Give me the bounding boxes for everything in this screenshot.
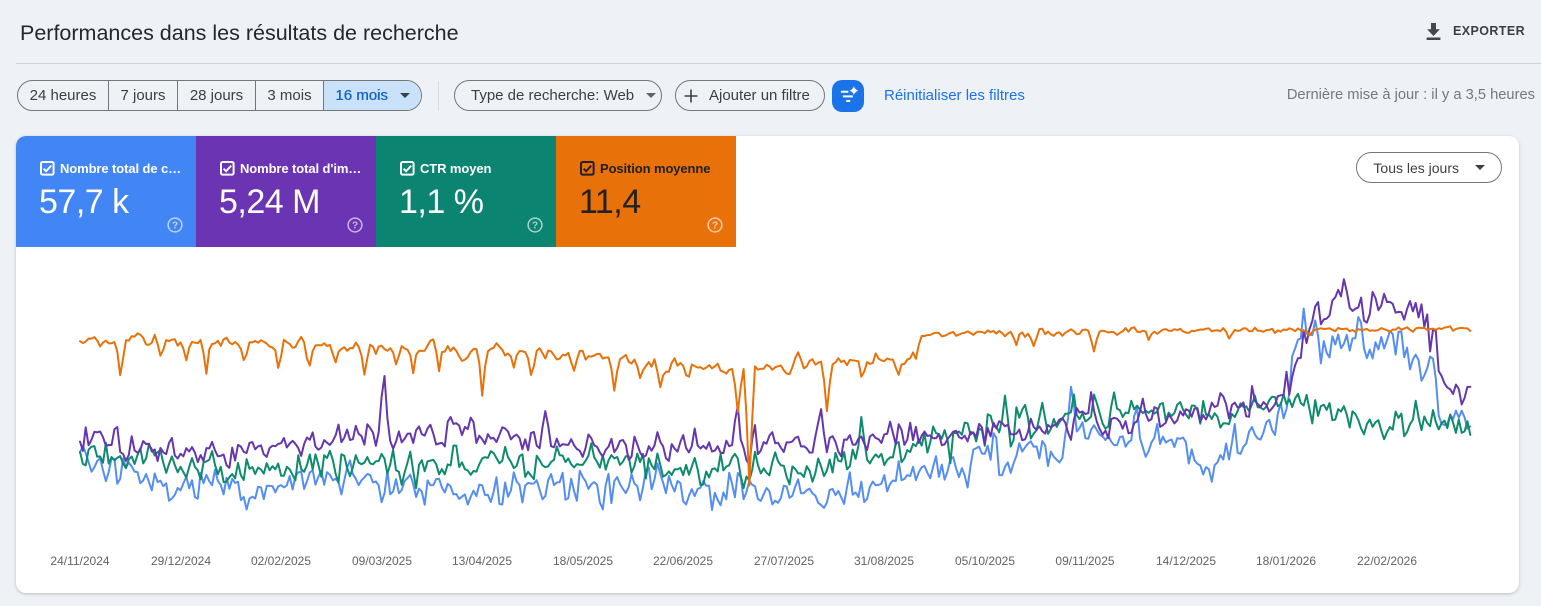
svg-text:13/04/2025: 13/04/2025 xyxy=(452,554,512,568)
svg-text:31/08/2025: 31/08/2025 xyxy=(854,554,914,568)
svg-text:?: ? xyxy=(352,221,358,232)
svg-text:?: ? xyxy=(532,221,538,232)
svg-text:05/10/2025: 05/10/2025 xyxy=(955,554,1015,568)
svg-text:27/07/2025: 27/07/2025 xyxy=(754,554,814,568)
svg-text:18/05/2025: 18/05/2025 xyxy=(553,554,613,568)
svg-text:14/12/2025: 14/12/2025 xyxy=(1156,554,1216,568)
svg-text:18/01/2026: 18/01/2026 xyxy=(1256,554,1316,568)
svg-text:02/02/2025: 02/02/2025 xyxy=(251,554,311,568)
svg-text:?: ? xyxy=(172,221,178,232)
svg-text:09/03/2025: 09/03/2025 xyxy=(352,554,412,568)
svg-text:22/06/2025: 22/06/2025 xyxy=(653,554,713,568)
svg-text:09/11/2025: 09/11/2025 xyxy=(1055,554,1114,568)
svg-text:?: ? xyxy=(712,221,718,232)
svg-text:24/11/2024: 24/11/2024 xyxy=(50,554,109,568)
svg-text:22/02/2026: 22/02/2026 xyxy=(1357,554,1417,568)
svg-text:29/12/2024: 29/12/2024 xyxy=(151,554,211,568)
